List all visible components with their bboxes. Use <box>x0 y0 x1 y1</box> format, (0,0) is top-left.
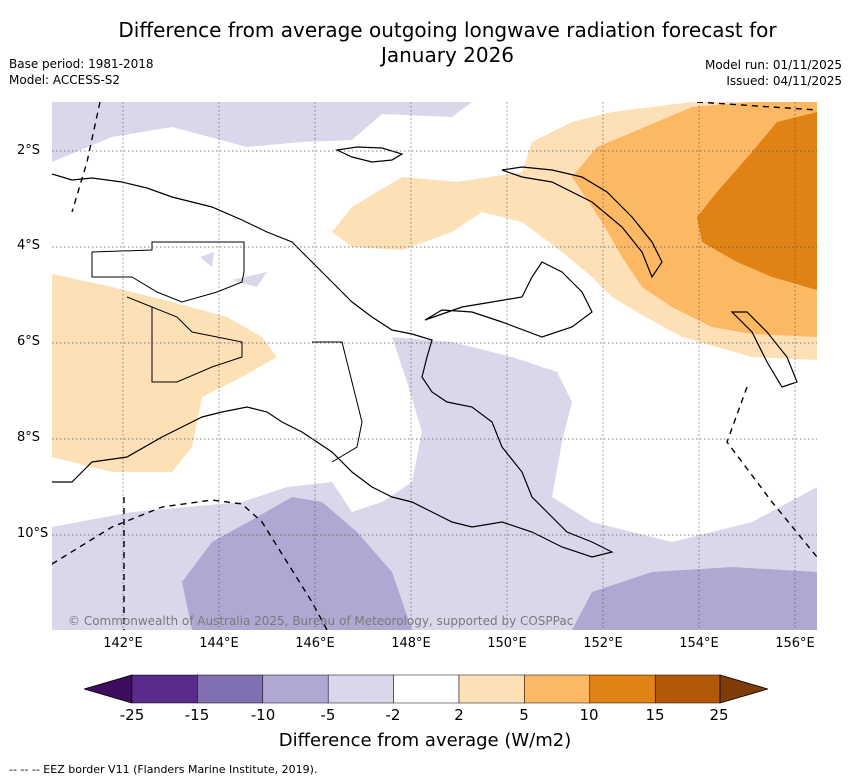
lat-tick: 10°S <box>17 526 49 541</box>
colorbar-bin <box>393 674 460 704</box>
lat-tick: 4°S <box>17 238 41 253</box>
region-orange-dark <box>697 112 817 290</box>
eez-east <box>726 386 817 558</box>
lon-tick: 150°E <box>487 636 527 651</box>
lat-tick: 6°S <box>17 334 41 349</box>
lon-tick: 142°E <box>103 636 143 651</box>
colorbar-label: -10 <box>250 706 276 724</box>
manus-coast <box>334 146 404 163</box>
title-line-2: January 2026 <box>380 43 515 67</box>
colorbar-label: -25 <box>119 706 145 724</box>
eez-northeast <box>696 102 817 111</box>
coastlines <box>52 146 798 558</box>
lon-tick: 146°E <box>295 636 335 651</box>
colorbar-label: 25 <box>709 706 729 724</box>
region-north-light <box>52 102 472 162</box>
colorbar <box>84 674 768 704</box>
lat-tick: 2°S <box>17 143 41 158</box>
negative-medium-regions <box>182 497 817 630</box>
new-britain-coast <box>424 261 593 338</box>
new-guinea-coast <box>52 173 614 558</box>
colorbar-extend-left <box>84 674 133 704</box>
province-border-2 <box>126 296 243 383</box>
lat-tick: 8°S <box>17 430 41 445</box>
colorbar-label: -15 <box>184 706 210 724</box>
colorbar-bin <box>262 674 329 704</box>
lon-tick: 144°E <box>199 636 239 651</box>
gridlines <box>52 102 817 630</box>
meta-left: Base period: 1981-2018 Model: ACCESS-S2 <box>9 56 154 88</box>
colorbar-label: -5 <box>320 706 336 724</box>
eez-borders <box>52 102 817 630</box>
colorbar-extend-right <box>719 674 768 704</box>
region-small-light <box>200 252 214 267</box>
province-border-3 <box>312 341 363 463</box>
colorbar-label: 5 <box>519 706 529 724</box>
map-panel: © Commonwealth of Australia 2025, Bureau… <box>52 102 817 630</box>
colorbar-bin <box>131 674 198 704</box>
bougainville-coast <box>730 311 798 388</box>
title-line-1: Difference from average outgoing longwav… <box>118 18 777 42</box>
colorbar-bin <box>458 674 525 704</box>
copyright-text: © Commonwealth of Australia 2025, Bureau… <box>68 614 573 628</box>
region-small-light-2 <box>232 272 267 287</box>
issued-text: Issued: 04/11/2025 <box>726 74 842 88</box>
model-text: Model: ACCESS-S2 <box>9 73 121 87</box>
meta-right: Model run: 01/11/2025 Issued: 04/11/2025 <box>705 57 842 89</box>
base-period-text: Base period: 1981-2018 <box>9 57 154 71</box>
lon-tick: 154°E <box>679 636 719 651</box>
colorbar-label: -2 <box>385 706 401 724</box>
colorbar-label: 2 <box>454 706 464 724</box>
positive-dark-regions <box>697 112 817 290</box>
colorbar-bin <box>524 674 591 704</box>
lon-tick: 148°E <box>391 636 431 651</box>
colorbar-label: 10 <box>579 706 599 724</box>
map-title: Difference from average outgoing longwav… <box>0 18 850 68</box>
region-west-light-orange <box>52 274 277 472</box>
lon-tick: 152°E <box>583 636 623 651</box>
colorbar-bin <box>197 674 264 704</box>
colorbar-label: 15 <box>645 706 665 724</box>
new-ireland-coast <box>501 166 663 279</box>
colorbar-bin <box>589 674 656 704</box>
colorbar-title: Difference from average (W/m2) <box>278 730 572 751</box>
region-solomon-medium <box>572 567 817 630</box>
colorbar-bin <box>654 674 721 704</box>
borders <box>91 241 363 463</box>
eez-south <box>52 499 328 630</box>
colorbar-bin <box>327 674 394 704</box>
region-coral-sea-medium <box>182 497 412 630</box>
model-run-text: Model run: 01/11/2025 <box>704 58 842 72</box>
footnote: -- -- -- EEZ border V11 (Flanders Marine… <box>9 763 318 776</box>
province-border-1 <box>91 241 245 303</box>
lon-tick: 156°E <box>775 636 815 651</box>
